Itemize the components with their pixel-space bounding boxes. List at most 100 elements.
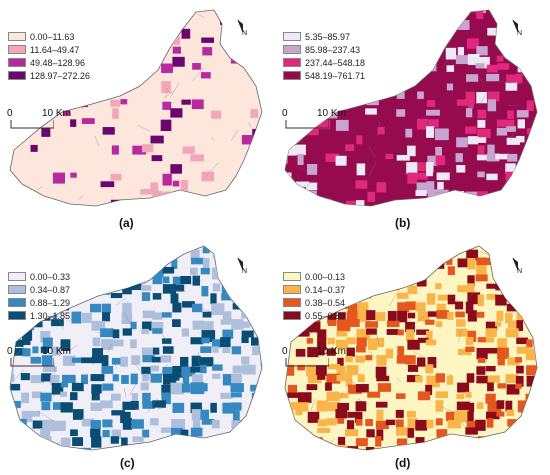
district-cell [220,18,228,25]
legend-label: 0.14–0.37 [305,284,346,295]
district-boundary [224,405,228,413]
district-cell [397,302,410,313]
district-cell [415,172,428,180]
district-cell [172,276,182,285]
district-cell [140,246,154,248]
district-cell [70,246,83,251]
district-cell [366,310,376,321]
district-cell [345,429,359,437]
district-cell [366,429,375,438]
district-cell [170,382,184,395]
district-cell [335,119,349,131]
district-cell [52,248,63,257]
scale-bar [285,120,329,129]
district-cell [262,171,271,181]
district-cell [385,153,394,160]
district-cell [415,419,428,431]
district-boundary [91,14,100,16]
district-cell [252,410,262,417]
legend-item: 237.44–548.18 [283,56,365,69]
district-cell [317,256,327,264]
district-boundary [107,343,112,352]
district-cell [70,119,77,127]
district-cell [260,356,262,367]
district-cell [477,109,487,119]
district-cell [317,200,329,206]
district-cell [467,275,475,287]
district-cell [22,339,31,346]
district-cell [516,110,529,118]
district-cell [497,347,509,360]
district-cell [171,373,180,381]
district-cell [487,144,495,157]
map-panel-c: 0.00–0.33 0.34–0.87 0.88–1.29 1.30–1.85 … [0,238,275,475]
legend-swatch [8,285,26,294]
district-boundary [141,12,144,22]
district-cell [346,337,356,345]
district-cell [172,402,185,413]
district-cell [516,189,530,197]
district-cell [220,319,233,325]
legend-label: 128.97–272.26 [30,70,91,81]
district-cell [465,126,477,134]
district-cell [465,108,473,118]
district-cell [111,429,121,440]
district-cell [466,74,479,82]
legend-label: 0.88–1.29 [30,297,71,308]
district-cell [162,173,172,186]
district-cell [375,312,386,321]
district-cell [507,438,520,445]
district-boundary [260,372,262,379]
district-cell [112,374,119,382]
district-cell [260,447,262,450]
district-cell [10,321,12,328]
district-cell [122,328,132,336]
district-cell [52,207,60,212]
district-cell [152,312,163,320]
district-cell [505,400,513,412]
district-cell [427,357,437,368]
district-cell [92,348,104,358]
district-cell [397,38,404,50]
district-boundary [441,406,457,414]
district-cell [172,180,180,187]
district-cell [485,328,497,338]
district-cell [230,402,242,411]
district-cell [517,294,528,306]
district-cell [446,65,455,72]
district-boundary [129,381,138,396]
district-cell [375,420,389,430]
district-cell [477,200,491,206]
district-cell [397,310,408,323]
district-cell [535,258,537,266]
district-cell [377,383,392,392]
district-cell [506,409,515,417]
district-cell [30,410,41,417]
district-boundary [113,72,120,75]
district-cell [190,382,205,395]
district-cell [212,346,219,353]
district-boundary [78,195,84,200]
district-boundary [310,398,316,411]
district-cell [486,347,501,354]
district-cell [477,145,485,155]
district-cell [242,284,255,297]
legend-label: 1.30–1.85 [30,310,71,321]
legend-swatch [8,45,26,54]
district-cell [467,283,475,295]
district-cell [296,92,307,101]
district-cell [326,83,340,90]
district-cell [455,153,463,163]
district-boundary [197,351,200,366]
district-cell [180,429,189,439]
district-cell [41,355,53,366]
district-cell [427,155,438,166]
district-cell [60,247,72,255]
district-cell [202,258,210,270]
district-cell [242,364,256,375]
district-cell [278,181,284,191]
district-cell [326,10,340,18]
district-cell [537,349,549,355]
district-cell [20,248,34,260]
district-cell [252,346,262,356]
